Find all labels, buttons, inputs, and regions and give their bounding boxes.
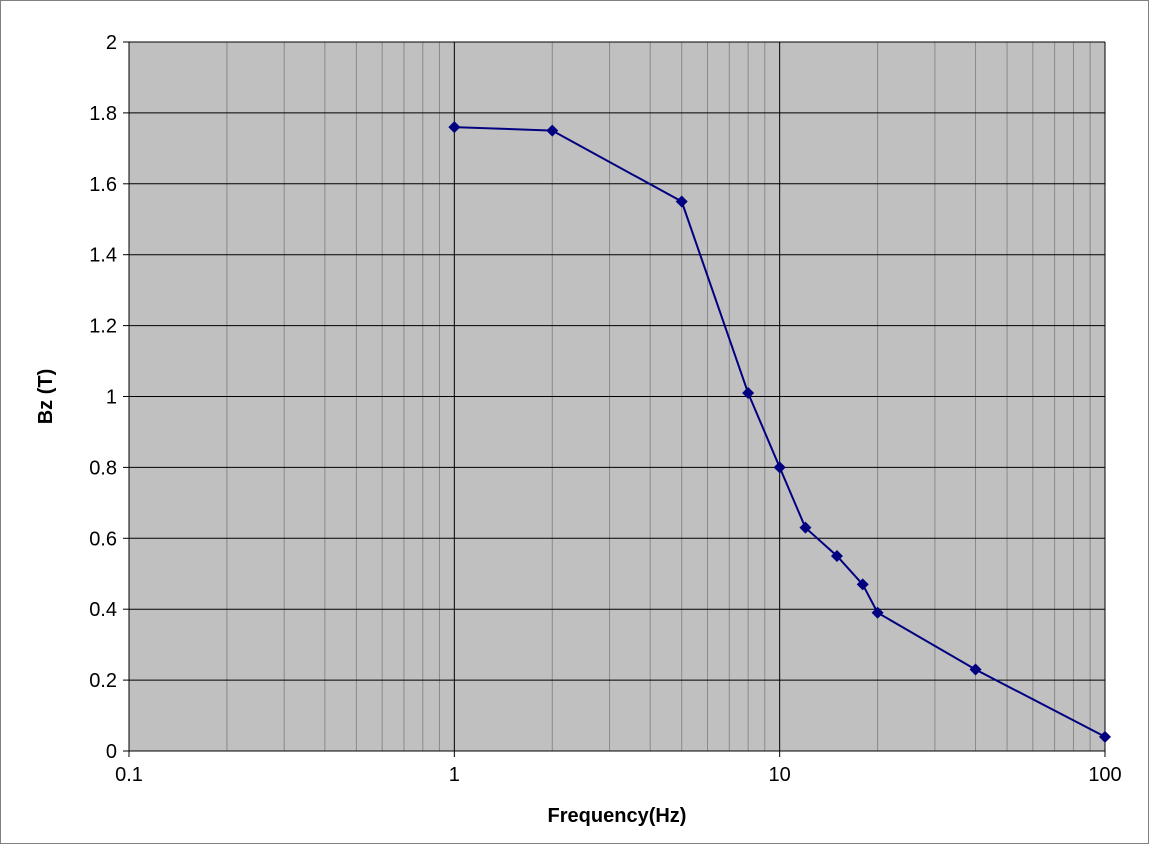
data-point	[969, 663, 982, 676]
x-axis-title: Frequency(Hz)	[548, 805, 687, 827]
x-tick-label: 0.1	[115, 764, 143, 786]
y-tick-label: 0.4	[89, 599, 117, 621]
y-tick-label: 1.8	[89, 103, 117, 125]
y-tick-label: 0	[106, 741, 117, 763]
data-point	[1099, 730, 1111, 743]
data-point	[856, 578, 869, 591]
major-gridlines	[128, 41, 1106, 752]
y-tick-label: 1.4	[89, 245, 117, 267]
y-tick-label: 1.6	[89, 174, 117, 196]
y-tick-label: 0.8	[89, 457, 117, 479]
data-point	[675, 195, 688, 208]
data-point	[448, 121, 461, 134]
y-tick-label: 1	[106, 387, 117, 409]
x-tick-label: 10	[769, 764, 791, 786]
y-tick-labels: 0 0.2 0.4 0.6 0.8 1 1.2 1.4 1.6 1.8 2	[89, 32, 117, 763]
y-tick-label: 2	[106, 32, 117, 54]
data-point	[799, 521, 812, 534]
y-tick-label: 1.2	[89, 316, 117, 338]
x-tick-label: 1	[449, 764, 460, 786]
data-point	[546, 124, 559, 137]
x-tick-labels: 0.1 1 10 100	[115, 764, 1122, 786]
data-point	[773, 461, 786, 474]
series-group	[448, 121, 1111, 743]
y-tick-label: 0.2	[89, 670, 117, 692]
data-point	[871, 606, 884, 619]
axes	[123, 41, 1106, 757]
data-point	[830, 550, 843, 563]
x-tick-label: 100	[1088, 764, 1121, 786]
data-point	[742, 386, 755, 399]
y-tick-label: 0.6	[89, 528, 117, 550]
y-axis-title: Bz (T)	[35, 369, 57, 425]
